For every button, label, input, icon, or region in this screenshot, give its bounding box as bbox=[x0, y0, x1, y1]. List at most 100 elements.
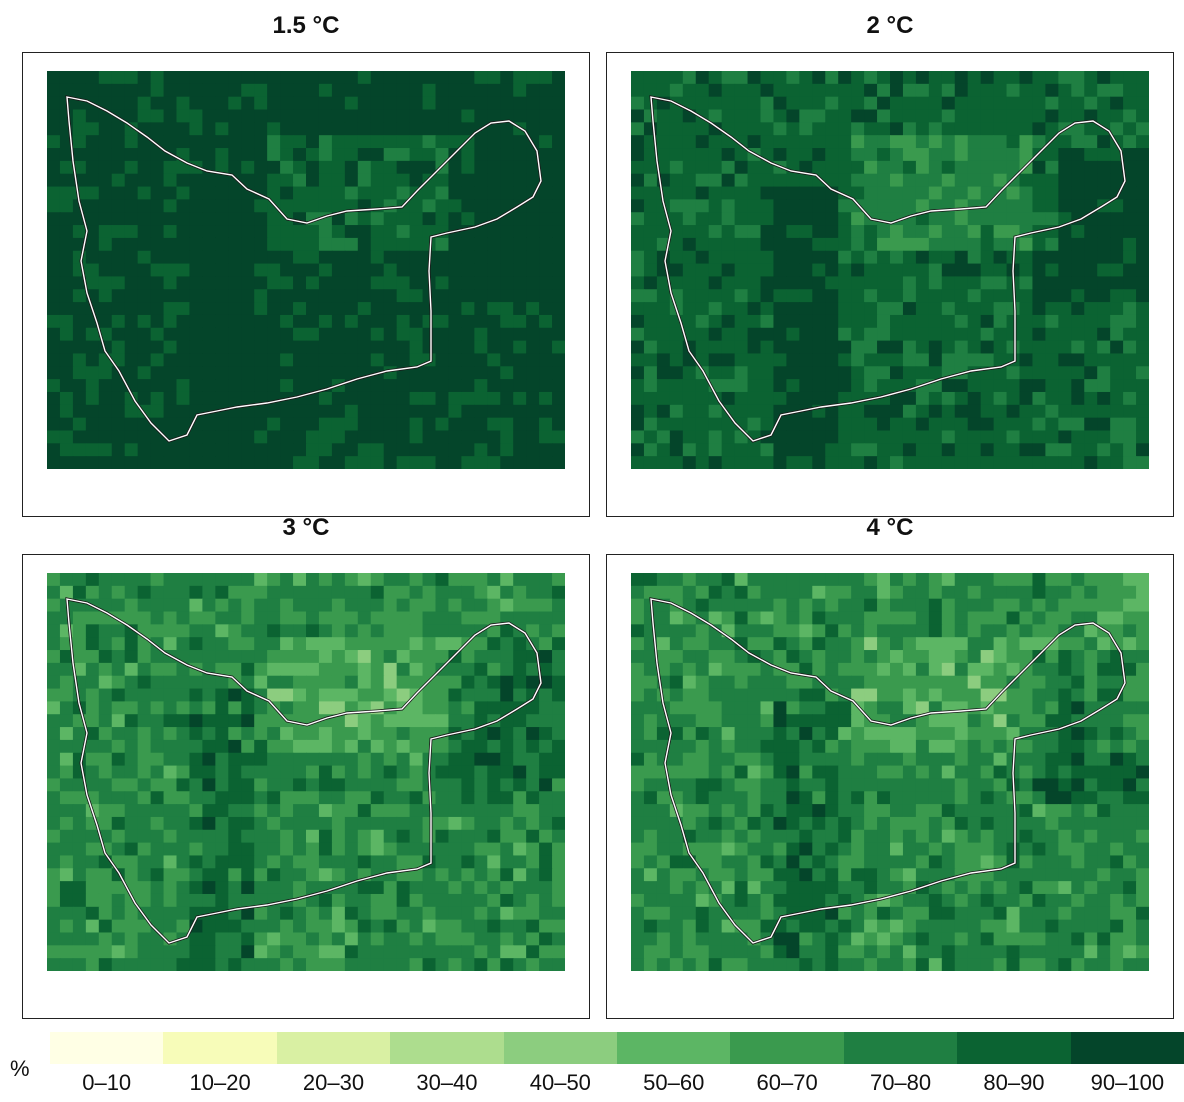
grid-cell bbox=[318, 650, 333, 664]
grid-cell bbox=[708, 611, 723, 625]
grid-cell bbox=[773, 714, 787, 728]
grid-cell bbox=[773, 688, 787, 702]
grid-cell bbox=[1019, 199, 1034, 213]
grid-cell bbox=[695, 71, 710, 85]
grid-cell bbox=[890, 391, 904, 406]
grid-cell bbox=[202, 199, 216, 213]
grid-cell bbox=[409, 765, 424, 780]
grid-cell bbox=[1058, 276, 1072, 290]
grid-cell bbox=[721, 714, 736, 728]
grid-cell bbox=[877, 456, 891, 469]
grid-cell bbox=[980, 83, 995, 98]
grid-cell bbox=[215, 122, 229, 136]
grid-cell bbox=[331, 430, 346, 444]
grid-cell bbox=[928, 573, 943, 587]
grid-cell bbox=[967, 958, 982, 971]
grid-cell bbox=[383, 765, 398, 780]
grid-cell bbox=[993, 225, 1008, 239]
grid-cell bbox=[1097, 109, 1111, 123]
grid-cell bbox=[1071, 327, 1085, 342]
grid-cell bbox=[176, 624, 191, 638]
grid-cell bbox=[631, 366, 645, 380]
grid-cell bbox=[747, 404, 762, 419]
grid-cell bbox=[500, 148, 514, 162]
grid-cell bbox=[1084, 739, 1098, 754]
grid-cell bbox=[786, 804, 800, 818]
grid-cell bbox=[877, 122, 891, 136]
grid-cell bbox=[228, 122, 242, 136]
grid-cell bbox=[967, 804, 982, 818]
grid-cell bbox=[1058, 186, 1072, 200]
grid-cell bbox=[682, 314, 697, 329]
grid-cell bbox=[1032, 893, 1046, 908]
grid-cell bbox=[526, 765, 540, 780]
grid-cell bbox=[241, 765, 255, 780]
grid-cell bbox=[422, 701, 437, 715]
grid-cell bbox=[461, 353, 475, 367]
grid-cell bbox=[435, 456, 450, 469]
grid-cell bbox=[1071, 829, 1085, 844]
grid-cell bbox=[98, 816, 113, 831]
grid-cell bbox=[344, 573, 359, 587]
grid-cell bbox=[409, 906, 424, 921]
grid-cell bbox=[734, 945, 749, 959]
grid-cell bbox=[47, 391, 61, 406]
grid-cell bbox=[1136, 816, 1149, 831]
grid-cell bbox=[877, 945, 891, 959]
grid-cell bbox=[721, 456, 736, 469]
grid-cell bbox=[851, 816, 865, 831]
grid-cell bbox=[318, 739, 333, 754]
grid-cell bbox=[124, 173, 139, 188]
grid-cell bbox=[682, 585, 697, 600]
grid-cell bbox=[1084, 225, 1098, 239]
grid-cell bbox=[98, 404, 113, 419]
grid-cell bbox=[163, 340, 178, 355]
grid-cell bbox=[111, 829, 126, 844]
grid-cell bbox=[526, 430, 540, 444]
grid-cell bbox=[539, 932, 553, 946]
grid-cell bbox=[539, 650, 553, 664]
grid-cell bbox=[202, 688, 216, 702]
grid-cell bbox=[409, 96, 424, 111]
grid-cell bbox=[643, 868, 658, 882]
grid-cell bbox=[643, 816, 658, 831]
grid-cell bbox=[215, 250, 229, 265]
grid-cell bbox=[396, 932, 411, 946]
grid-cell bbox=[163, 250, 178, 265]
grid-cell bbox=[1071, 160, 1085, 175]
grid-cell bbox=[176, 109, 191, 123]
grid-cell bbox=[1019, 109, 1034, 123]
grid-cell bbox=[47, 701, 61, 715]
grid-cell bbox=[631, 585, 645, 600]
grid-cell bbox=[487, 327, 501, 342]
grid-cell bbox=[435, 675, 450, 690]
grid-cell bbox=[915, 958, 930, 971]
grid-cell bbox=[500, 250, 514, 265]
grid-cell bbox=[980, 404, 995, 419]
grid-cell bbox=[1071, 456, 1085, 469]
grid-cell bbox=[396, 739, 411, 754]
grid-cell bbox=[721, 611, 736, 625]
grid-cell bbox=[150, 701, 165, 715]
grid-cell bbox=[1045, 868, 1059, 882]
grid-cell bbox=[1110, 225, 1124, 239]
grid-cell bbox=[539, 391, 553, 406]
grid-cell bbox=[1136, 675, 1149, 690]
grid-cell bbox=[241, 752, 255, 767]
grid-cell bbox=[695, 83, 710, 98]
grid-cell bbox=[695, 714, 710, 728]
grid-cell bbox=[59, 816, 74, 831]
grid-cell bbox=[799, 237, 813, 252]
grid-cell bbox=[864, 289, 878, 303]
grid-cell bbox=[1123, 868, 1137, 882]
grid-cell bbox=[721, 958, 736, 971]
grid-cell bbox=[435, 624, 450, 638]
grid-cell bbox=[331, 404, 346, 419]
grid-cell bbox=[1006, 96, 1021, 111]
grid-cell bbox=[1097, 816, 1111, 831]
grid-cell bbox=[1071, 624, 1085, 638]
grid-cell bbox=[267, 83, 281, 98]
grid-cell bbox=[215, 637, 229, 651]
grid-cell bbox=[1123, 314, 1137, 329]
grid-cell bbox=[98, 199, 113, 213]
